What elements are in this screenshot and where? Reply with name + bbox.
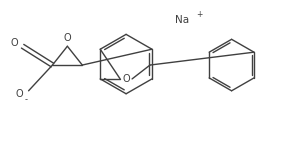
Text: +: + (196, 10, 202, 19)
Text: O: O (122, 74, 130, 84)
Text: O: O (63, 33, 71, 43)
Text: Na: Na (175, 15, 189, 25)
Text: -: - (25, 95, 28, 104)
Text: O: O (16, 89, 23, 99)
Text: O: O (11, 38, 18, 48)
